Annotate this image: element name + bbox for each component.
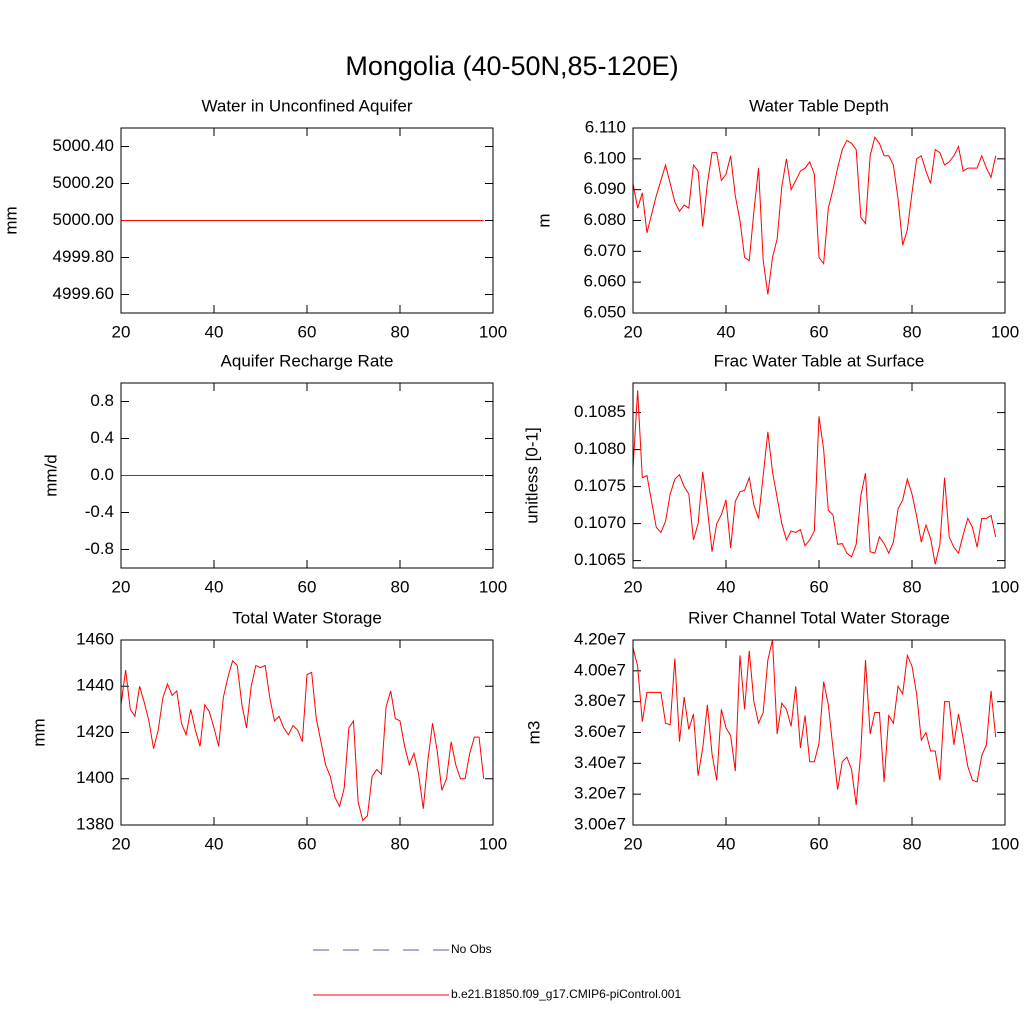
y-tick-label: 0.1070 (574, 513, 626, 532)
x-tick-label: 20 (112, 834, 131, 853)
y-tick-label: 3.80e7 (574, 691, 626, 710)
y-tick-label: 3.60e7 (574, 722, 626, 741)
y-tick-label: 6.110 (585, 117, 626, 136)
x-tick-label: 60 (298, 577, 317, 596)
data-line (632, 390, 997, 565)
y-tick-label: 0.1085 (574, 402, 626, 421)
y-tick-label: 0.1065 (574, 550, 626, 569)
panel-title: Water in Unconfined Aquifer (201, 96, 412, 115)
plot-frame (632, 127, 1006, 314)
y-tick-label: 3.40e7 (574, 753, 626, 772)
plot-frame (632, 382, 1006, 569)
x-tick-label: 40 (205, 322, 224, 341)
x-tick-label: 80 (903, 322, 922, 341)
x-tick-label: 100 (479, 577, 507, 596)
plot-frame (632, 639, 1006, 826)
y-axis-label: mm (1, 206, 20, 234)
x-tick-label: 20 (624, 322, 643, 341)
y-tick-label: 0.0 (90, 465, 114, 484)
y-tick-label: -0.8 (85, 539, 114, 558)
x-tick-label: 20 (112, 577, 131, 596)
data-line (632, 639, 997, 806)
x-tick-label: 100 (479, 834, 507, 853)
x-tick-label: 20 (624, 577, 643, 596)
figure-title: Mongolia (40-50N,85-120E) (345, 51, 678, 81)
y-tick-label: 4.20e7 (574, 629, 626, 648)
y-tick-label: 3.00e7 (574, 814, 626, 833)
x-tick-label: 60 (298, 322, 317, 341)
y-axis-label: m (534, 213, 553, 227)
x-tick-label: 80 (391, 322, 410, 341)
plot-frame (120, 127, 494, 314)
y-tick-label: 5000.40 (53, 136, 114, 155)
y-tick-label: 6.060 (583, 272, 626, 291)
x-tick-label: 60 (810, 322, 829, 341)
y-tick-label: 4.00e7 (574, 660, 626, 679)
x-tick-label: 60 (810, 834, 829, 853)
y-tick-label: 0.1080 (574, 439, 626, 458)
y-tick-label: 4999.60 (53, 284, 114, 303)
data-line (632, 136, 997, 295)
x-tick-label: 80 (391, 834, 410, 853)
data-line (120, 659, 485, 822)
x-tick-label: 60 (810, 577, 829, 596)
x-tick-label: 100 (479, 322, 507, 341)
y-tick-label: 5000.00 (53, 210, 114, 229)
x-tick-label: 20 (112, 322, 131, 341)
plot-frame (120, 382, 494, 569)
y-axis-label: unitless [0-1] (522, 427, 541, 523)
y-tick-label: 1440 (76, 676, 114, 695)
panel-title: River Channel Total Water Storage (688, 608, 950, 627)
x-tick-label: 20 (624, 834, 643, 853)
y-tick-label: 1380 (76, 814, 114, 833)
y-tick-label: -0.4 (85, 502, 114, 521)
y-tick-label: 1460 (76, 629, 114, 648)
y-tick-label: 6.090 (583, 179, 626, 198)
y-tick-label: 3.20e7 (574, 784, 626, 803)
y-tick-label: 4999.80 (53, 247, 114, 266)
y-tick-label: 6.080 (583, 210, 626, 229)
legend-label: b.e21.B1850.f09_g17.CMIP6-piControl.001 (451, 987, 681, 1001)
panel-title: Aquifer Recharge Rate (221, 351, 394, 370)
y-tick-label: 0.1075 (574, 476, 626, 495)
x-tick-label: 80 (903, 834, 922, 853)
y-axis-label: m3 (524, 721, 543, 745)
y-tick-label: 0.4 (90, 428, 114, 447)
x-tick-label: 100 (991, 577, 1019, 596)
y-tick-label: 1420 (76, 722, 114, 741)
y-tick-label: 1400 (76, 768, 114, 787)
y-axis-label: mm/d (41, 454, 60, 497)
panel-title: Total Water Storage (232, 608, 382, 627)
plot-frame (120, 639, 494, 826)
y-tick-label: 6.050 (583, 302, 626, 321)
x-tick-label: 40 (717, 577, 736, 596)
y-tick-label: 6.070 (583, 241, 626, 260)
x-tick-label: 40 (717, 322, 736, 341)
x-tick-label: 40 (717, 834, 736, 853)
y-tick-label: 6.100 (583, 148, 626, 167)
x-tick-label: 100 (991, 834, 1019, 853)
x-tick-label: 60 (298, 834, 317, 853)
panel-title: Frac Water Table at Surface (714, 351, 925, 370)
panel-title: Water Table Depth (749, 96, 889, 115)
y-tick-label: 0.8 (90, 391, 114, 410)
x-tick-label: 80 (391, 577, 410, 596)
y-tick-label: 5000.20 (53, 173, 114, 192)
x-tick-label: 100 (991, 322, 1019, 341)
x-tick-label: 40 (205, 834, 224, 853)
legend-label: No Obs (451, 942, 492, 956)
x-tick-label: 40 (205, 577, 224, 596)
x-tick-label: 80 (903, 577, 922, 596)
y-axis-label: mm (29, 718, 48, 746)
